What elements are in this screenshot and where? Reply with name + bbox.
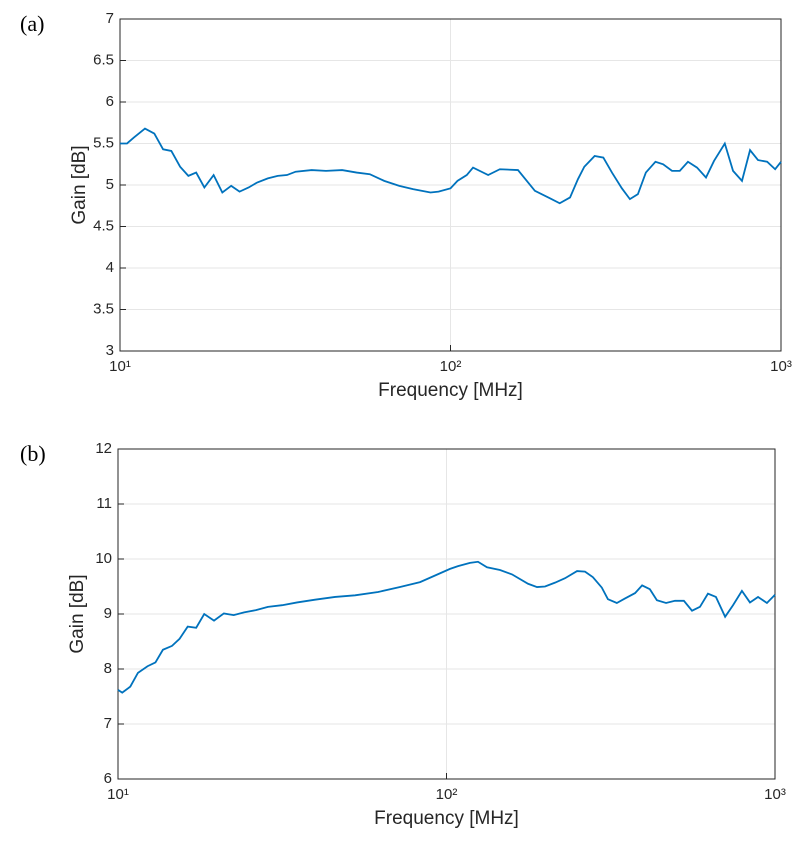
- y-tick-label: 6.5: [93, 51, 114, 68]
- y-tick-label: 7: [104, 715, 112, 732]
- y-tick-label: 11: [96, 495, 112, 512]
- y-tick-label: 3: [106, 342, 114, 359]
- y-tick-label: 6: [106, 93, 114, 110]
- x-tick-label: 10³: [770, 358, 792, 375]
- y-tick-label: 8: [104, 660, 112, 677]
- x-tick-label: 10²: [436, 786, 458, 803]
- y-tick-label: 10: [95, 550, 112, 567]
- y-tick-label: 9: [104, 605, 112, 622]
- x-tick-label: 10¹: [109, 358, 131, 375]
- y-tick-label: 5: [106, 176, 114, 193]
- x-axis-label: Frequency [MHz]: [374, 808, 519, 829]
- panel-label: (b): [20, 441, 46, 466]
- plot-frame: [119, 18, 782, 352]
- y-tick-label: 4: [106, 259, 114, 276]
- y-tick-label: 4.5: [93, 217, 114, 234]
- x-axis-label: Frequency [MHz]: [378, 380, 523, 401]
- x-tick-label: 10¹: [107, 786, 129, 803]
- y-tick-label: 3.5: [93, 300, 114, 317]
- line-series: [117, 560, 776, 694]
- y-tick-label: 5.5: [93, 134, 114, 151]
- y-axis-label: Gain [dB]: [67, 574, 88, 653]
- y-tick-label: 7: [106, 10, 114, 27]
- plot-frame: [117, 448, 776, 780]
- x-tick-label: 10²: [440, 358, 462, 375]
- line-series: [120, 127, 782, 205]
- y-tick-label: 12: [95, 440, 112, 457]
- y-tick-label: 6: [104, 770, 112, 787]
- y-axis-label: Gain [dB]: [69, 145, 90, 224]
- x-tick-label: 10³: [764, 786, 786, 803]
- panel-label: (a): [20, 11, 44, 36]
